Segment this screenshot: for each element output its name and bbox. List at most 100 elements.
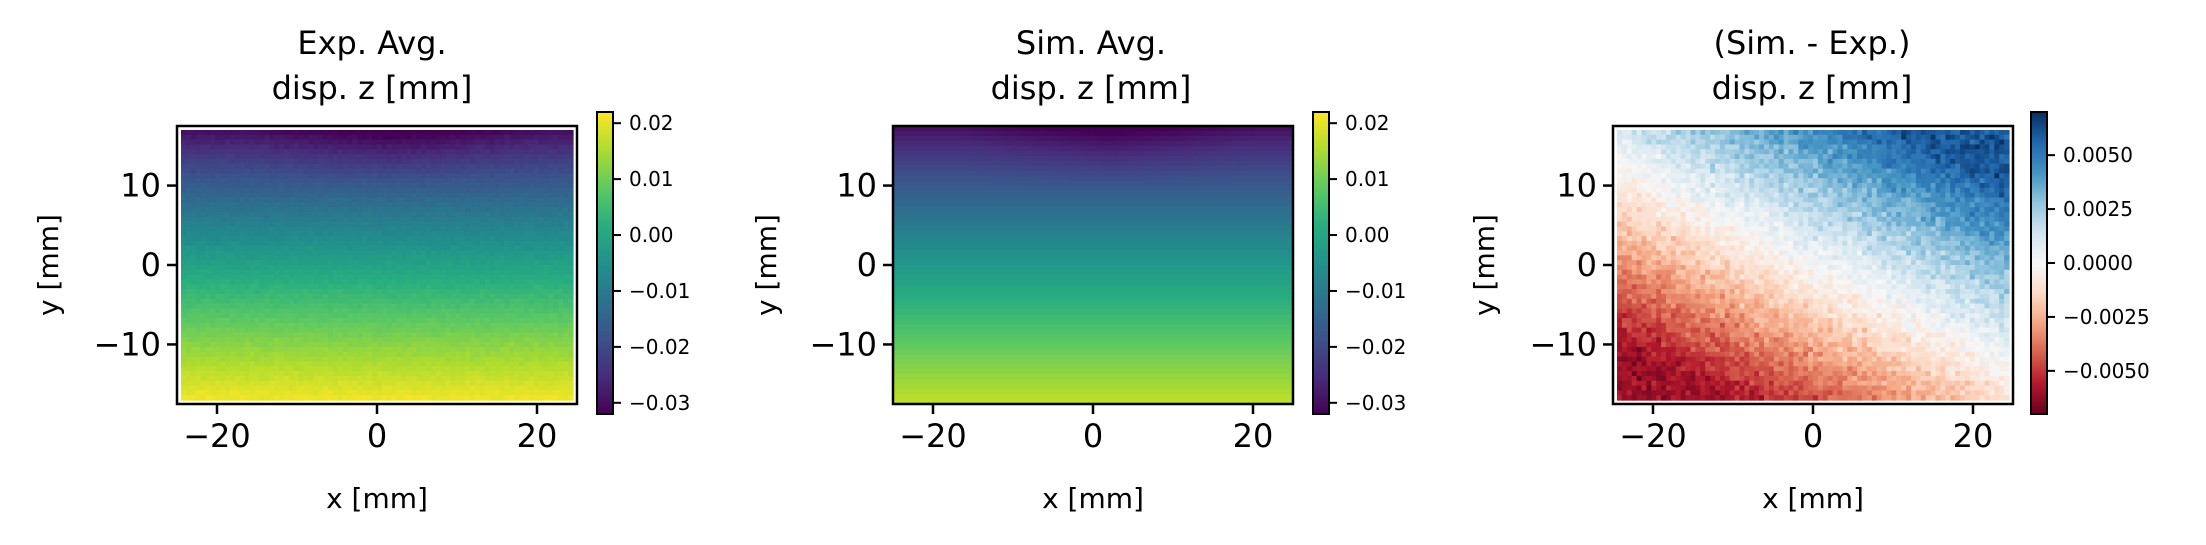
heatmap-cell: [304, 313, 310, 318]
heatmap-cell: [402, 275, 408, 280]
heatmap-cell: [284, 188, 290, 193]
heatmap-cell: [269, 207, 275, 212]
heatmap-cell: [387, 130, 393, 135]
heatmap-cell: [333, 361, 339, 366]
heatmap-cell: [367, 357, 373, 362]
heatmap-cell: [1063, 146, 1069, 152]
heatmap-cell: [338, 342, 344, 347]
heatmap-cell: [240, 308, 246, 313]
heatmap-cell: [387, 342, 393, 347]
heatmap-cell: [470, 313, 476, 318]
heatmap-cell: [421, 246, 427, 251]
heatmap-cell: [470, 318, 476, 323]
heatmap-cell: [338, 130, 344, 135]
heatmap-cell: [206, 231, 212, 236]
heatmap-cell: [250, 342, 256, 347]
heatmap-cell: [377, 154, 383, 159]
heatmap-cell: [475, 222, 481, 227]
heatmap-cell: [460, 202, 466, 207]
heatmap-cell: [480, 231, 486, 236]
heatmap-cell: [196, 183, 202, 188]
heatmap-cell: [206, 135, 212, 140]
heatmap-cell: [416, 178, 422, 183]
heatmap-cell: [529, 361, 535, 366]
heatmap-cell: [372, 169, 378, 174]
heatmap-cell: [411, 246, 417, 251]
heatmap-cell: [230, 135, 236, 140]
heatmap-cell: [308, 352, 314, 357]
heatmap-cell: [304, 279, 310, 284]
heatmap-cell: [475, 202, 481, 207]
heatmap-cell: [544, 294, 550, 299]
heatmap-cell: [534, 347, 540, 352]
heatmap-cell: [225, 251, 231, 256]
heatmap-cell: [348, 265, 354, 270]
heatmap-cell: [357, 202, 363, 207]
heatmap-cell: [1273, 151, 1279, 157]
heatmap-cell: [230, 255, 236, 260]
heatmap-cell: [245, 289, 251, 294]
heatmap-cell: [421, 361, 427, 366]
heatmap-cell: [367, 366, 373, 371]
heatmap-cell: [259, 217, 265, 222]
heatmap-cell: [534, 342, 540, 347]
heatmap-cell: [485, 376, 491, 381]
heatmap-cell: [446, 130, 452, 135]
heatmap-cell: [230, 231, 236, 236]
heatmap-cell: [313, 279, 319, 284]
heatmap-cell: [490, 284, 496, 289]
heatmap-cell: [338, 313, 344, 318]
heatmap-cell: [206, 395, 212, 400]
heatmap-cell: [304, 246, 310, 251]
heatmap-cell: [431, 173, 437, 178]
heatmap-cell: [402, 270, 408, 275]
heatmap-cell: [470, 333, 476, 338]
heatmap-cell: [1023, 136, 1029, 142]
heatmap-cell: [367, 390, 373, 395]
heatmap-cell: [397, 313, 403, 318]
heatmap-cell: [568, 197, 574, 202]
heatmap-cell: [294, 173, 300, 178]
heatmap-cell: [416, 357, 422, 362]
heatmap-cell: [377, 386, 383, 391]
heatmap-cell: [568, 357, 574, 362]
heatmap-cell: [480, 246, 486, 251]
heatmap-cell: [328, 212, 334, 217]
heatmap-cell: [553, 154, 559, 159]
heatmap-cell: [416, 222, 422, 227]
heatmap-cell: [382, 333, 388, 338]
heatmap-cell: [416, 154, 422, 159]
heatmap-cell: [206, 299, 212, 304]
heatmap-cell: [455, 270, 461, 275]
heatmap-cell: [460, 255, 466, 260]
heatmap-cell: [460, 144, 466, 149]
heatmap-cell: [495, 193, 501, 198]
heatmap-cell: [304, 395, 310, 400]
heatmap-cell: [475, 260, 481, 265]
heatmap-cell: [289, 294, 295, 299]
heatmap-cell: [308, 226, 314, 231]
heatmap-cell: [240, 294, 246, 299]
heatmap-cell: [304, 289, 310, 294]
heatmap-cell: [206, 284, 212, 289]
heatmap-cell: [308, 236, 314, 241]
heatmap-cell: [509, 144, 515, 149]
heatmap-cell: [343, 328, 349, 333]
heatmap-cell: [235, 299, 241, 304]
heatmap-cell: [1243, 131, 1249, 137]
heatmap-cell: [240, 183, 246, 188]
heatmap-cell: [313, 313, 319, 318]
heatmap-cell: [480, 265, 486, 270]
y-tick-label: −10: [93, 325, 161, 363]
heatmap-cell: [460, 361, 466, 366]
heatmap-cell: [279, 202, 285, 207]
heatmap-cell: [210, 337, 216, 342]
heatmap-cell: [563, 135, 569, 140]
heatmap-cell: [558, 231, 564, 236]
heatmap-cell: [318, 246, 324, 251]
heatmap-cell: [480, 236, 486, 241]
heatmap-cell: [402, 284, 408, 289]
heatmap-cell: [529, 197, 535, 202]
heatmap-cell: [357, 275, 363, 280]
heatmap-cell: [318, 270, 324, 275]
